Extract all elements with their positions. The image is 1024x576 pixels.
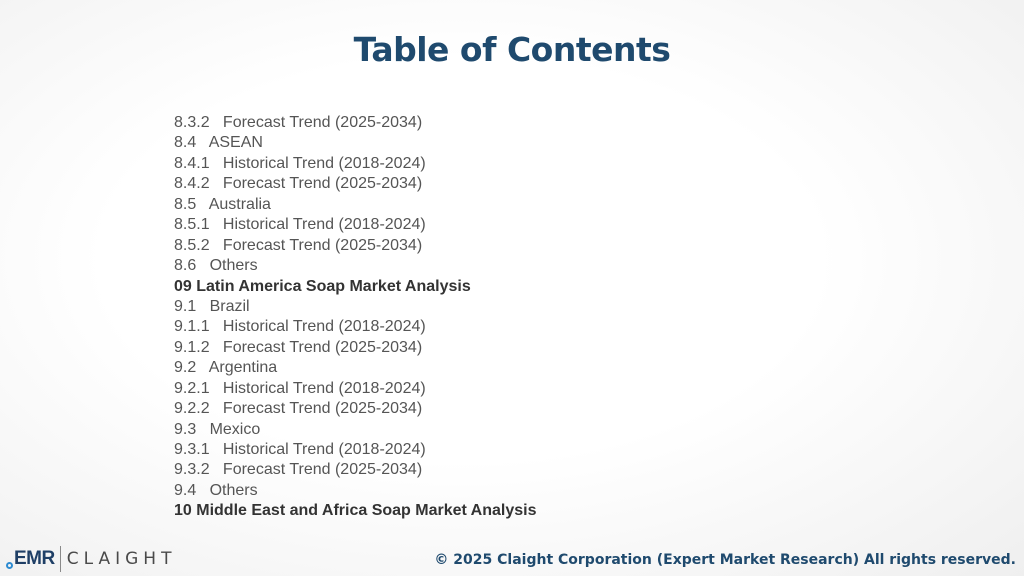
table-of-contents-list: 8.3.2 Forecast Trend (2025-2034) 8.4 ASEA… [174,113,537,522]
toc-entry: 8.5 Australia [174,195,271,213]
toc-entry: 8.5.1 Historical Trend (2018-2024) [174,216,426,234]
toc-entry: 8.4.1 Historical Trend (2018-2024) [174,154,426,172]
toc-entry: 9.2.2 Forecast Trend (2025-2034) [174,400,423,418]
toc-entry: 9.1 Brazil [174,297,250,315]
copyright-footer: © 2025 Claight Corporation (Expert Marke… [434,552,1016,568]
toc-entry: 9.3.1 Historical Trend (2018-2024) [174,441,426,458]
logo-emr-text: EMR [14,548,55,569]
toc-entry: 9.1.2 Forecast Trend (2025-2034) [174,338,423,356]
toc-entry: 9.3 Mexico [174,420,261,438]
toc-entry: 9.3.2 Forecast Trend (2025-2034) [174,461,423,479]
toc-entry: 8.4 ASEAN [174,134,263,152]
logo-claight-text: CLAIGHT [66,549,177,569]
emr-claight-logo: EMR CLAIGHT [6,546,176,572]
toc-entry: 9.2 Argentina [174,359,278,377]
toc-entry: 9.4 Others [174,481,258,499]
toc-entry: 8.3.2 Forecast Trend (2025-2034) [174,114,423,131]
logo-divider [59,546,61,572]
toc-entry: 9.2.1 Historical Trend (2018-2024) [174,379,426,397]
toc-entry: 8.5.2 Forecast Trend (2025-2034) [174,236,423,254]
toc-section-heading: 09 Latin America Soap Market Analysis [174,277,471,295]
toc-section-heading: 10 Middle East and Africa Soap Market An… [174,502,537,520]
toc-entry: 8.4.2 Forecast Trend (2025-2034) [174,175,423,193]
page-title: Table of Contents [353,30,671,69]
logo-dot-icon [6,561,13,569]
toc-entry: 8.6 Others [174,257,258,275]
toc-entry: 9.1.1 Historical Trend (2018-2024) [174,318,426,336]
